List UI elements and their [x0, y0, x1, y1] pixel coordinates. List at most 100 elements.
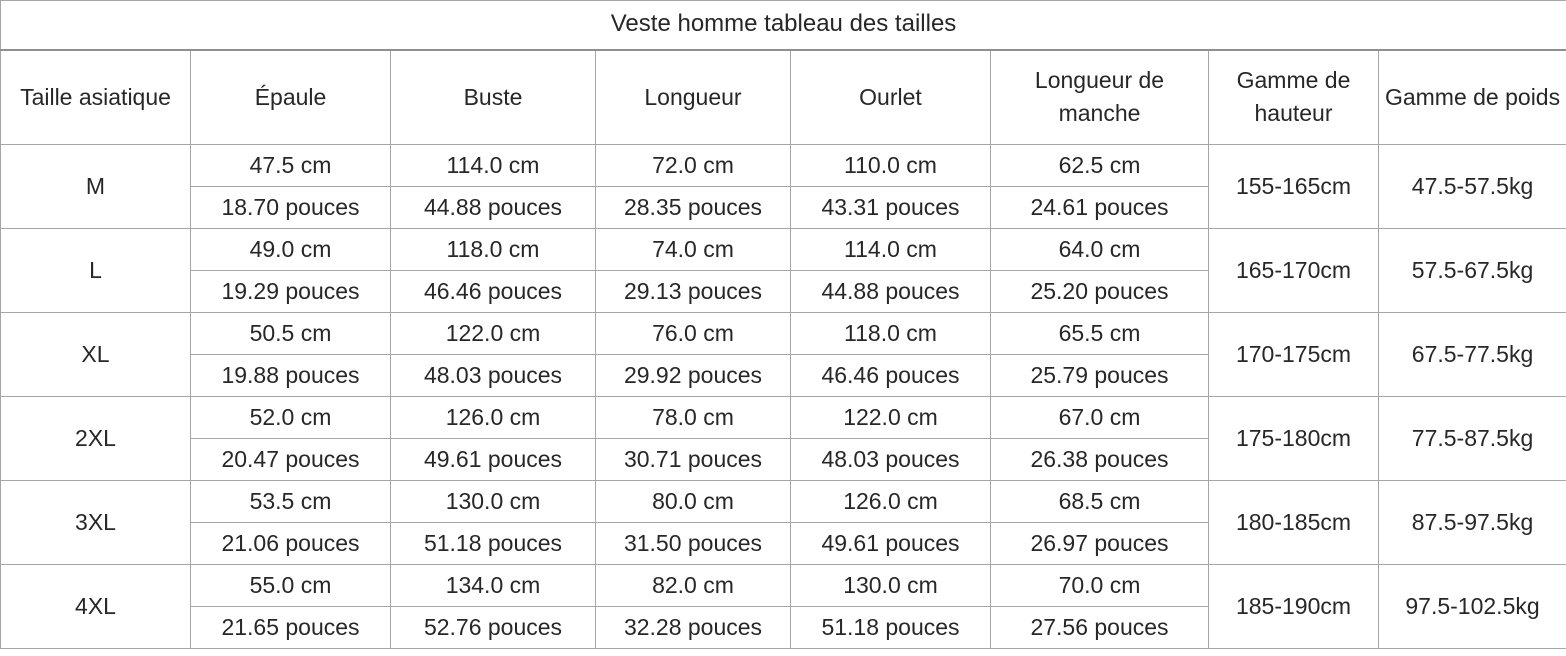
weight-range-cell: 97.5-102.5kg [1377, 564, 1566, 649]
table-title: Veste homme tableau des tailles [0, 0, 1566, 51]
measure-cell-pouces: 19.29 pouces [190, 270, 391, 313]
table-row: 19.88 pouces 48.03 pouces 29.92 pouces 4… [1, 354, 1566, 397]
table-row: 19.29 pouces 46.46 pouces 29.13 pouces 4… [1, 270, 1566, 313]
measure-cell-pouces: 28.35 pouces [595, 186, 791, 229]
measure-cell-cm: 114.0 cm [390, 144, 596, 187]
height-range-cell: 155-165cm [1208, 144, 1379, 229]
measure-cell-cm: 126.0 cm [390, 396, 596, 439]
column-header-buste: Buste [390, 49, 596, 145]
measure-cell-cm: 74.0 cm [595, 228, 791, 271]
measure-cell-pouces: 48.03 pouces [390, 354, 596, 397]
measure-cell-cm: 130.0 cm [790, 564, 991, 607]
measure-cell-cm: 114.0 cm [790, 228, 991, 271]
weight-range-cell: 47.5-57.5kg [1377, 144, 1566, 229]
column-header-ourlet: Ourlet [790, 49, 991, 145]
measure-cell-pouces: 29.92 pouces [595, 354, 791, 397]
measure-cell-cm: 82.0 cm [595, 564, 791, 607]
height-range-cell: 180-185cm [1208, 480, 1379, 565]
weight-range-cell: 87.5-97.5kg [1377, 480, 1566, 565]
table-header-row: Taille asiatique Épaule Buste Longueur O… [0, 49, 1566, 145]
measure-cell-cm: 62.5 cm [990, 144, 1209, 187]
measure-cell-cm: 118.0 cm [790, 312, 991, 355]
measure-cell-pouces: 46.46 pouces [390, 270, 596, 313]
measure-cell-pouces: 44.88 pouces [790, 270, 991, 313]
measure-cell-pouces: 26.97 pouces [990, 522, 1209, 565]
column-header-longueur: Longueur [595, 49, 791, 145]
measure-cell-cm: 78.0 cm [595, 396, 791, 439]
measure-cell-pouces: 51.18 pouces [390, 522, 596, 565]
measure-cell-cm: 67.0 cm [990, 396, 1209, 439]
table-title-row: Veste homme tableau des tailles [0, 0, 1566, 51]
column-header-longueur-de-manche: Longueur de manche [990, 49, 1209, 145]
measure-cell-pouces: 48.03 pouces [790, 438, 991, 481]
measure-cell-pouces: 30.71 pouces [595, 438, 791, 481]
size-cell: 2XL [0, 396, 191, 481]
measure-cell-cm: 130.0 cm [390, 480, 596, 523]
table-row: M 47.5 cm 114.0 cm 72.0 cm 110.0 cm 62.5… [0, 144, 1566, 229]
size-cell: 3XL [0, 480, 191, 565]
measure-cell-cm: 49.0 cm [190, 228, 391, 271]
measure-cell-pouces: 32.28 pouces [595, 606, 791, 649]
measure-cell-pouces: 24.61 pouces [990, 186, 1209, 229]
measure-cell-pouces: 21.06 pouces [190, 522, 391, 565]
table-row: 2XL 52.0 cm 126.0 cm 78.0 cm 122.0 cm 67… [0, 396, 1566, 481]
measure-cell-cm: 126.0 cm [790, 480, 991, 523]
measure-cell-pouces: 25.20 pouces [990, 270, 1209, 313]
table-row: 3XL 53.5 cm 130.0 cm 80.0 cm 126.0 cm 68… [0, 480, 1566, 565]
height-range-cell: 170-175cm [1208, 312, 1379, 397]
size-cell: 4XL [0, 564, 191, 649]
measure-cell-pouces: 29.13 pouces [595, 270, 791, 313]
table-row: 21.06 pouces 51.18 pouces 31.50 pouces 4… [1, 522, 1566, 565]
measure-cell-cm: 64.0 cm [990, 228, 1209, 271]
measure-cell-pouces: 19.88 pouces [190, 354, 391, 397]
height-range-cell: 185-190cm [1208, 564, 1379, 649]
measure-cell-pouces: 49.61 pouces [390, 438, 596, 481]
measure-cell-pouces: 26.38 pouces [990, 438, 1209, 481]
size-cell: L [0, 228, 191, 313]
column-header-gamme-de-poids: Gamme de poids [1377, 49, 1566, 145]
measure-cell-pouces: 43.31 pouces [790, 186, 991, 229]
measure-cell-cm: 122.0 cm [390, 312, 596, 355]
column-header-gamme-de-hauteur: Gamme de hauteur [1208, 49, 1379, 145]
size-cell: XL [0, 312, 191, 397]
measure-cell-pouces: 21.65 pouces [190, 606, 391, 649]
table-row: L 49.0 cm 118.0 cm 74.0 cm 114.0 cm 64.0… [0, 228, 1566, 313]
measure-cell-cm: 76.0 cm [595, 312, 791, 355]
measure-cell-cm: 55.0 cm [190, 564, 391, 607]
table-row: XL 50.5 cm 122.0 cm 76.0 cm 118.0 cm 65.… [0, 312, 1566, 397]
measure-cell-cm: 122.0 cm [790, 396, 991, 439]
column-header-taille-asiatique: Taille asiatique [0, 49, 191, 145]
weight-range-cell: 57.5-67.5kg [1377, 228, 1566, 313]
measure-cell-pouces: 49.61 pouces [790, 522, 991, 565]
measure-cell-pouces: 46.46 pouces [790, 354, 991, 397]
measure-cell-cm: 118.0 cm [390, 228, 596, 271]
table-row: 20.47 pouces 49.61 pouces 30.71 pouces 4… [1, 438, 1566, 481]
measure-cell-cm: 134.0 cm [390, 564, 596, 607]
measure-cell-pouces: 20.47 pouces [190, 438, 391, 481]
measure-cell-cm: 110.0 cm [790, 144, 991, 187]
measure-cell-cm: 80.0 cm [595, 480, 791, 523]
measure-cell-cm: 70.0 cm [990, 564, 1209, 607]
measure-cell-pouces: 31.50 pouces [595, 522, 791, 565]
measure-cell-pouces: 18.70 pouces [190, 186, 391, 229]
table-row: 21.65 pouces 52.76 pouces 32.28 pouces 5… [1, 606, 1566, 649]
measure-cell-cm: 52.0 cm [190, 396, 391, 439]
measure-cell-pouces: 25.79 pouces [990, 354, 1209, 397]
height-range-cell: 175-180cm [1208, 396, 1379, 481]
weight-range-cell: 77.5-87.5kg [1377, 396, 1566, 481]
measure-cell-cm: 50.5 cm [190, 312, 391, 355]
table-row: 4XL 55.0 cm 134.0 cm 82.0 cm 130.0 cm 70… [0, 564, 1566, 649]
measure-cell-pouces: 44.88 pouces [390, 186, 596, 229]
measure-cell-cm: 68.5 cm [990, 480, 1209, 523]
measure-cell-cm: 53.5 cm [190, 480, 391, 523]
measure-cell-pouces: 27.56 pouces [990, 606, 1209, 649]
measure-cell-cm: 65.5 cm [990, 312, 1209, 355]
column-header-epaule: Épaule [190, 49, 391, 145]
measure-cell-pouces: 52.76 pouces [390, 606, 596, 649]
measure-cell-cm: 72.0 cm [595, 144, 791, 187]
height-range-cell: 165-170cm [1208, 228, 1379, 313]
measure-cell-cm: 47.5 cm [190, 144, 391, 187]
weight-range-cell: 67.5-77.5kg [1377, 312, 1566, 397]
size-cell: M [0, 144, 191, 229]
